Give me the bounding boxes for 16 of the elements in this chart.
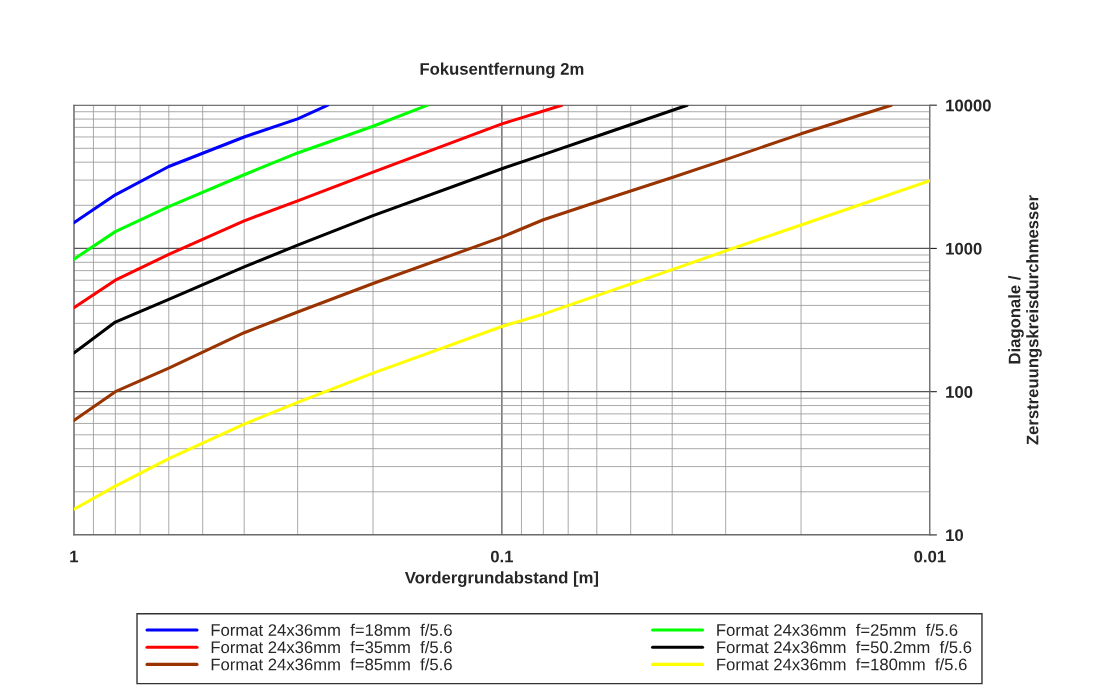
x-tick-label: 1 (70, 550, 79, 563)
x-tick-label: 0.01 (914, 550, 946, 563)
legend-label: Format 24x36mm f=25mm f/5.6 (717, 623, 958, 636)
legend-label: Format 24x36mm f=180mm f/5.6 (717, 658, 967, 671)
x-tick-label: 0.1 (490, 550, 513, 563)
y-tick-label: 10 (946, 529, 964, 542)
y-tick-label: 1000 (946, 242, 982, 255)
legend-label: Format 24x36mm f=50.2mm f/5.6 (717, 640, 972, 654)
chart-title: Fokusentfernung 2m (420, 62, 584, 79)
y-tick-label: 10000 (946, 99, 991, 112)
y-axis-title: Diagonale / Zerstreuungskreisdurchmesser (1008, 195, 1042, 445)
y-tick-label: 100 (946, 386, 973, 398)
legend-label: Format 24x36mm f=35mm f/5.6 (211, 640, 452, 654)
x-axis-title: Vordergrundabstand [m] (404, 571, 599, 587)
legend-label: Format 24x36mm f=18mm f/5.6 (211, 623, 452, 636)
legend-label: Format 24x36mm f=85mm f/5.6 (211, 658, 452, 671)
